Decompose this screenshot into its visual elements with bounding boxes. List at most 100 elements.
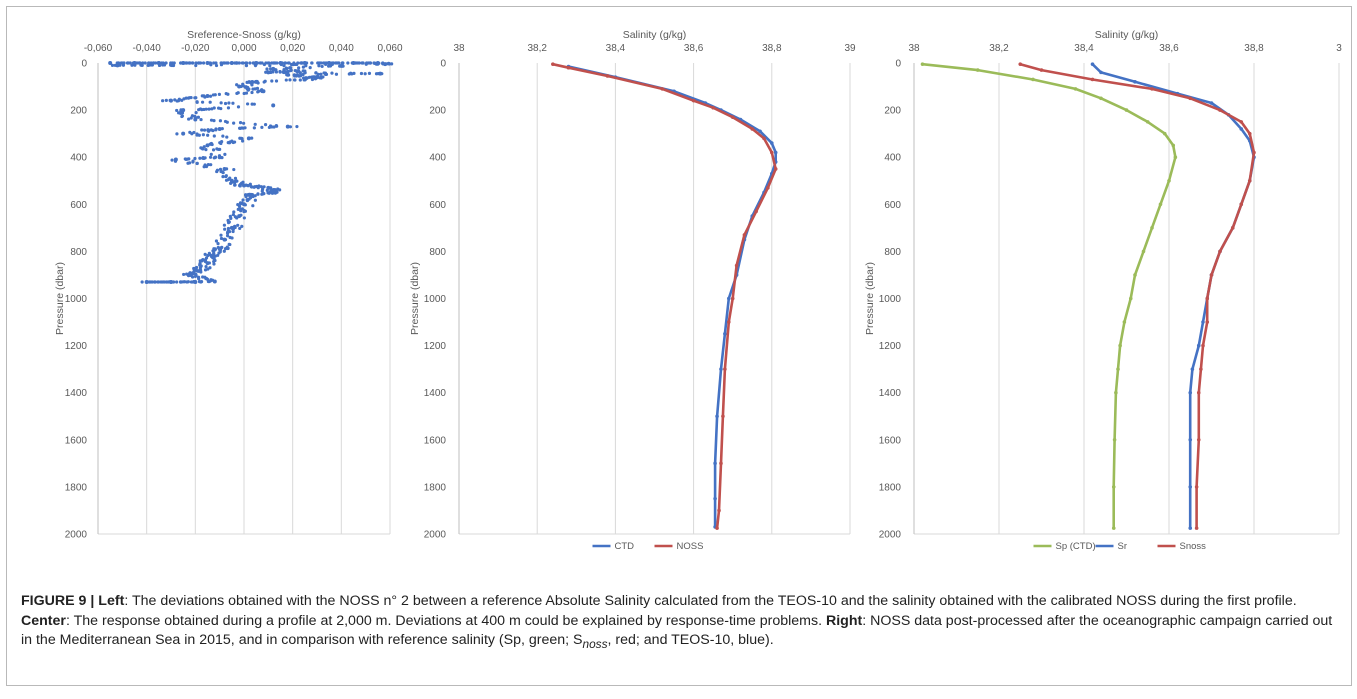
scatter-point-fill (161, 99, 165, 103)
scatter-point-fill (206, 128, 210, 132)
scatter-point-fill (212, 61, 216, 65)
x-axis-title: Salinity (g/kg) (1095, 29, 1159, 41)
scatter-point-fill (221, 134, 225, 138)
scatter-point-fill (180, 114, 184, 119)
scatter-point-fill (187, 161, 192, 165)
scatter-point-fill (346, 61, 350, 65)
caption-left-text: : The deviations obtained with the NOSS … (124, 593, 1297, 609)
scatter-point-fill (259, 61, 263, 65)
scatter-point-fill (209, 118, 214, 122)
y-tick-label: 1800 (424, 482, 447, 493)
series-point (1150, 87, 1154, 91)
scatter-point (108, 61, 113, 65)
series-point (691, 98, 696, 103)
scatter-point-fill (317, 64, 321, 68)
series-point (566, 65, 571, 70)
scatter-point-fill (195, 269, 199, 273)
scatter-point-fill (266, 61, 270, 65)
x-axis-title: Salinity (g/kg) (623, 29, 687, 41)
y-tick-label: 600 (70, 200, 87, 211)
series-point (1018, 62, 1023, 66)
scatter-point-fill (245, 61, 249, 65)
scatter-point-fill (190, 61, 195, 65)
scatter-point (295, 69, 300, 74)
y-tick-label: 0 (440, 59, 446, 70)
scatter-point-fill (195, 161, 199, 165)
scatter-point-fill (203, 156, 207, 160)
scatter-point-fill (244, 64, 249, 68)
scatter-point (144, 280, 149, 285)
scatter-point-fill (232, 210, 236, 214)
series-point (1141, 249, 1146, 254)
series-point (1111, 526, 1116, 530)
series-point (1112, 438, 1117, 442)
scatter-point-fill (204, 277, 208, 281)
scatter-point (246, 192, 251, 197)
y-axis-title: Pressure (dbar) (864, 262, 876, 335)
x-tick-label: 38,6 (1159, 43, 1179, 54)
series-point (1114, 390, 1118, 395)
series-point (1188, 96, 1193, 101)
scatter-point-fill (245, 102, 250, 106)
scatter-point-fill (209, 63, 213, 67)
y-tick-label: 200 (884, 106, 901, 117)
scatter-point-fill (217, 251, 221, 255)
scatter-point (198, 268, 203, 273)
x-tick-label: 38,4 (606, 43, 626, 54)
series-point (766, 186, 770, 190)
series-point (920, 62, 925, 66)
scatter-point-fill (233, 176, 238, 180)
scatter-point-fill (212, 134, 216, 138)
scatter-point-fill (222, 61, 227, 65)
scatter-point-fill (175, 132, 179, 136)
scatter-point-fill (324, 72, 329, 76)
scatter-point (246, 136, 251, 141)
y-tick-label: 800 (70, 247, 87, 258)
scatter-point (266, 70, 271, 75)
scatter-point-fill (218, 119, 223, 123)
scatter-point-fill (229, 216, 233, 220)
scatter-point-fill (335, 61, 340, 65)
scatter-point-fill (240, 181, 244, 185)
scatter-point-fill (199, 146, 203, 150)
scatter-point (271, 190, 276, 195)
series-point (1145, 120, 1150, 124)
series-point (1099, 96, 1103, 101)
y-tick-label: 2000 (65, 530, 88, 541)
scatter-point-fill (225, 234, 230, 238)
series-point (726, 320, 731, 324)
scatter-point-fill (191, 159, 195, 163)
scatter-point (237, 84, 242, 89)
scatter-point-fill (298, 74, 303, 78)
series-point (1209, 101, 1214, 105)
scatter-point-fill (176, 99, 181, 103)
scatter-point-fill (292, 78, 297, 82)
series-point (1073, 87, 1078, 91)
scatter-point-fill (250, 185, 254, 189)
scatter-point (237, 214, 242, 219)
scatter-point-fill (295, 125, 299, 129)
scatter-point-fill (219, 63, 224, 67)
scatter-point-fill (256, 90, 260, 94)
scatter-point-fill (319, 72, 323, 76)
y-tick-label: 1200 (424, 341, 447, 352)
series-point (1239, 120, 1244, 124)
scatter-point (217, 247, 222, 252)
scatter-point-fill (250, 136, 254, 140)
y-tick-label: 2000 (424, 530, 447, 541)
scatter-point-fill (209, 152, 213, 156)
scatter-point-fill (215, 169, 219, 174)
scatter-point-fill (227, 141, 232, 145)
scatter-point-fill (208, 155, 213, 159)
scatter-point-fill (368, 61, 372, 65)
series-point (660, 87, 665, 91)
scatter-point-fill (223, 101, 228, 106)
series-point (1124, 108, 1129, 112)
y-tick-label: 600 (429, 200, 446, 211)
scatter-point-fill (272, 61, 276, 65)
scatter-point-fill (184, 61, 188, 65)
series-point (711, 105, 715, 110)
scatter-point-fill (316, 61, 320, 65)
scatter-point-fill (238, 126, 242, 130)
scatter-point (156, 61, 161, 65)
